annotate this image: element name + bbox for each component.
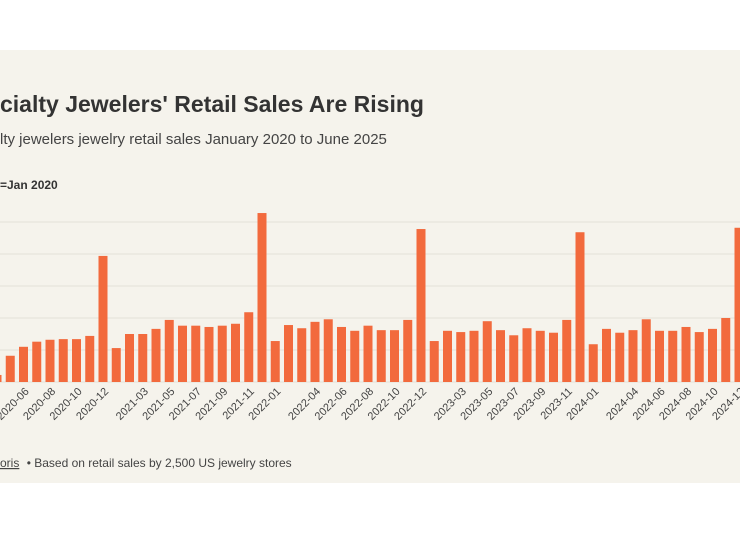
bar bbox=[615, 332, 625, 382]
bar bbox=[98, 255, 108, 382]
bar bbox=[363, 325, 373, 382]
bar bbox=[708, 328, 717, 382]
bar bbox=[72, 339, 81, 382]
chart-title: cialty Jewelers' Retail Sales Are Rising bbox=[0, 91, 424, 117]
bar bbox=[522, 328, 532, 382]
bar bbox=[85, 335, 95, 382]
bar bbox=[535, 330, 545, 382]
bar bbox=[270, 341, 280, 382]
bar bbox=[164, 319, 174, 382]
bar bbox=[297, 328, 307, 382]
bar bbox=[284, 325, 293, 382]
bar bbox=[231, 323, 240, 382]
bar bbox=[5, 355, 15, 382]
bar bbox=[469, 330, 479, 382]
chart-panel bbox=[0, 50, 740, 483]
bar bbox=[32, 341, 42, 382]
bar bbox=[496, 330, 505, 382]
source-note: oris • Based on retail sales by 2,500 US… bbox=[0, 456, 292, 470]
bar bbox=[125, 334, 134, 382]
bar bbox=[628, 330, 638, 382]
bar bbox=[482, 321, 492, 382]
bar bbox=[641, 319, 651, 382]
bar bbox=[681, 326, 691, 382]
bar bbox=[244, 312, 254, 382]
bar bbox=[443, 330, 452, 382]
bar bbox=[376, 330, 386, 382]
source-link[interactable]: oris bbox=[0, 456, 19, 470]
bar bbox=[416, 229, 426, 382]
bar bbox=[350, 330, 360, 382]
bar bbox=[204, 326, 214, 382]
bar bbox=[0, 374, 2, 382]
bar bbox=[310, 321, 320, 382]
bar bbox=[257, 213, 267, 382]
bar bbox=[602, 328, 611, 382]
bar bbox=[456, 332, 466, 382]
bar bbox=[549, 332, 558, 382]
bar bbox=[217, 325, 227, 382]
bar bbox=[509, 335, 519, 382]
bar bbox=[178, 325, 187, 382]
bar bbox=[734, 227, 740, 382]
bar bbox=[429, 341, 439, 382]
chart-subtitle: lty jewelers jewelry retail sales Januar… bbox=[0, 131, 387, 148]
bar bbox=[19, 346, 28, 382]
bar bbox=[655, 330, 664, 382]
source-text: • Based on retail sales by 2,500 US jewe… bbox=[27, 456, 292, 470]
bar bbox=[191, 325, 201, 382]
bar bbox=[694, 332, 704, 382]
bar bbox=[575, 232, 585, 382]
bar bbox=[323, 319, 333, 382]
bar bbox=[588, 344, 598, 382]
bar bbox=[337, 326, 346, 382]
bar bbox=[403, 319, 413, 382]
bar bbox=[668, 330, 678, 382]
bar bbox=[138, 334, 148, 382]
bar bbox=[111, 348, 121, 382]
bar bbox=[390, 330, 399, 382]
bar bbox=[151, 328, 161, 382]
bar bbox=[58, 339, 68, 382]
bar bbox=[45, 339, 55, 382]
bar bbox=[721, 318, 731, 382]
y-axis-label: =Jan 2020 bbox=[0, 178, 58, 192]
bar bbox=[562, 319, 572, 382]
